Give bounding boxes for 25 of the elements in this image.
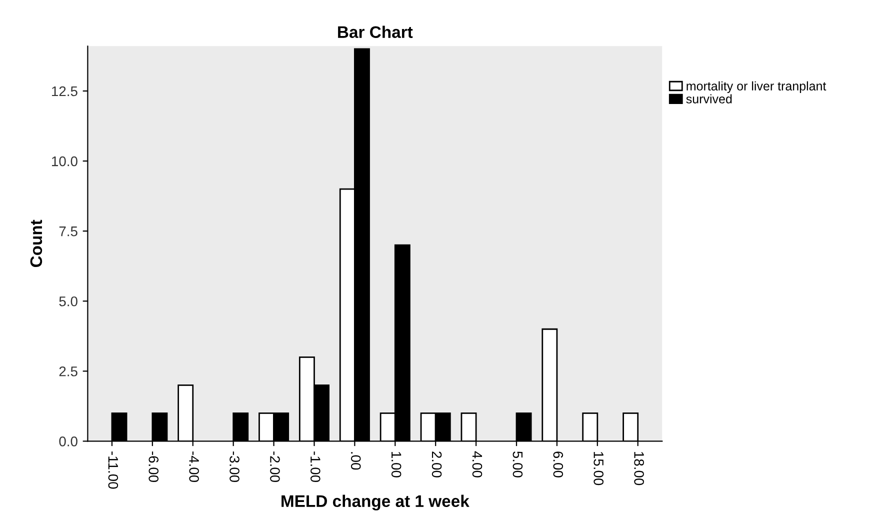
x-tick-label: -4.00 <box>189 452 199 482</box>
legend-label: mortality or liver tranplant <box>686 81 826 93</box>
x-tick-label: 1.00 <box>391 452 402 478</box>
y-tick-label: 2.5 <box>59 366 78 376</box>
x-tick-label: 5.00 <box>512 451 523 478</box>
x-tick-label: -11.00 <box>108 452 118 489</box>
y-tick-label: 0.0 <box>59 436 78 446</box>
y-tick-label: 7.5 <box>59 226 78 236</box>
x-tick-label: 6.00 <box>553 452 564 478</box>
x-axis-title: MELD change at 1 week <box>282 494 470 510</box>
x-tick-label: 15.00 <box>594 452 604 486</box>
y-tick-label: 12.5 <box>52 86 78 96</box>
legend-label: survived <box>686 94 732 104</box>
chart-title: Bar Chart <box>338 26 413 38</box>
y-axis-title: Count <box>30 220 42 268</box>
x-tick-label: -1.00 <box>310 452 320 482</box>
x-tick-label: 4.00 <box>472 451 482 478</box>
y-tick-label: 5.0 <box>59 296 78 306</box>
x-tick-label: -3.00 <box>230 452 240 482</box>
y-tick-label: 10.0 <box>52 156 78 166</box>
x-tick-label: .00 <box>350 452 361 470</box>
x-tick-label: 18.00 <box>634 452 644 486</box>
x-tick-label: 2.00 <box>432 452 442 478</box>
x-tick-label: -2.00 <box>270 452 280 482</box>
x-tick-label: -6.00 <box>148 452 159 482</box>
